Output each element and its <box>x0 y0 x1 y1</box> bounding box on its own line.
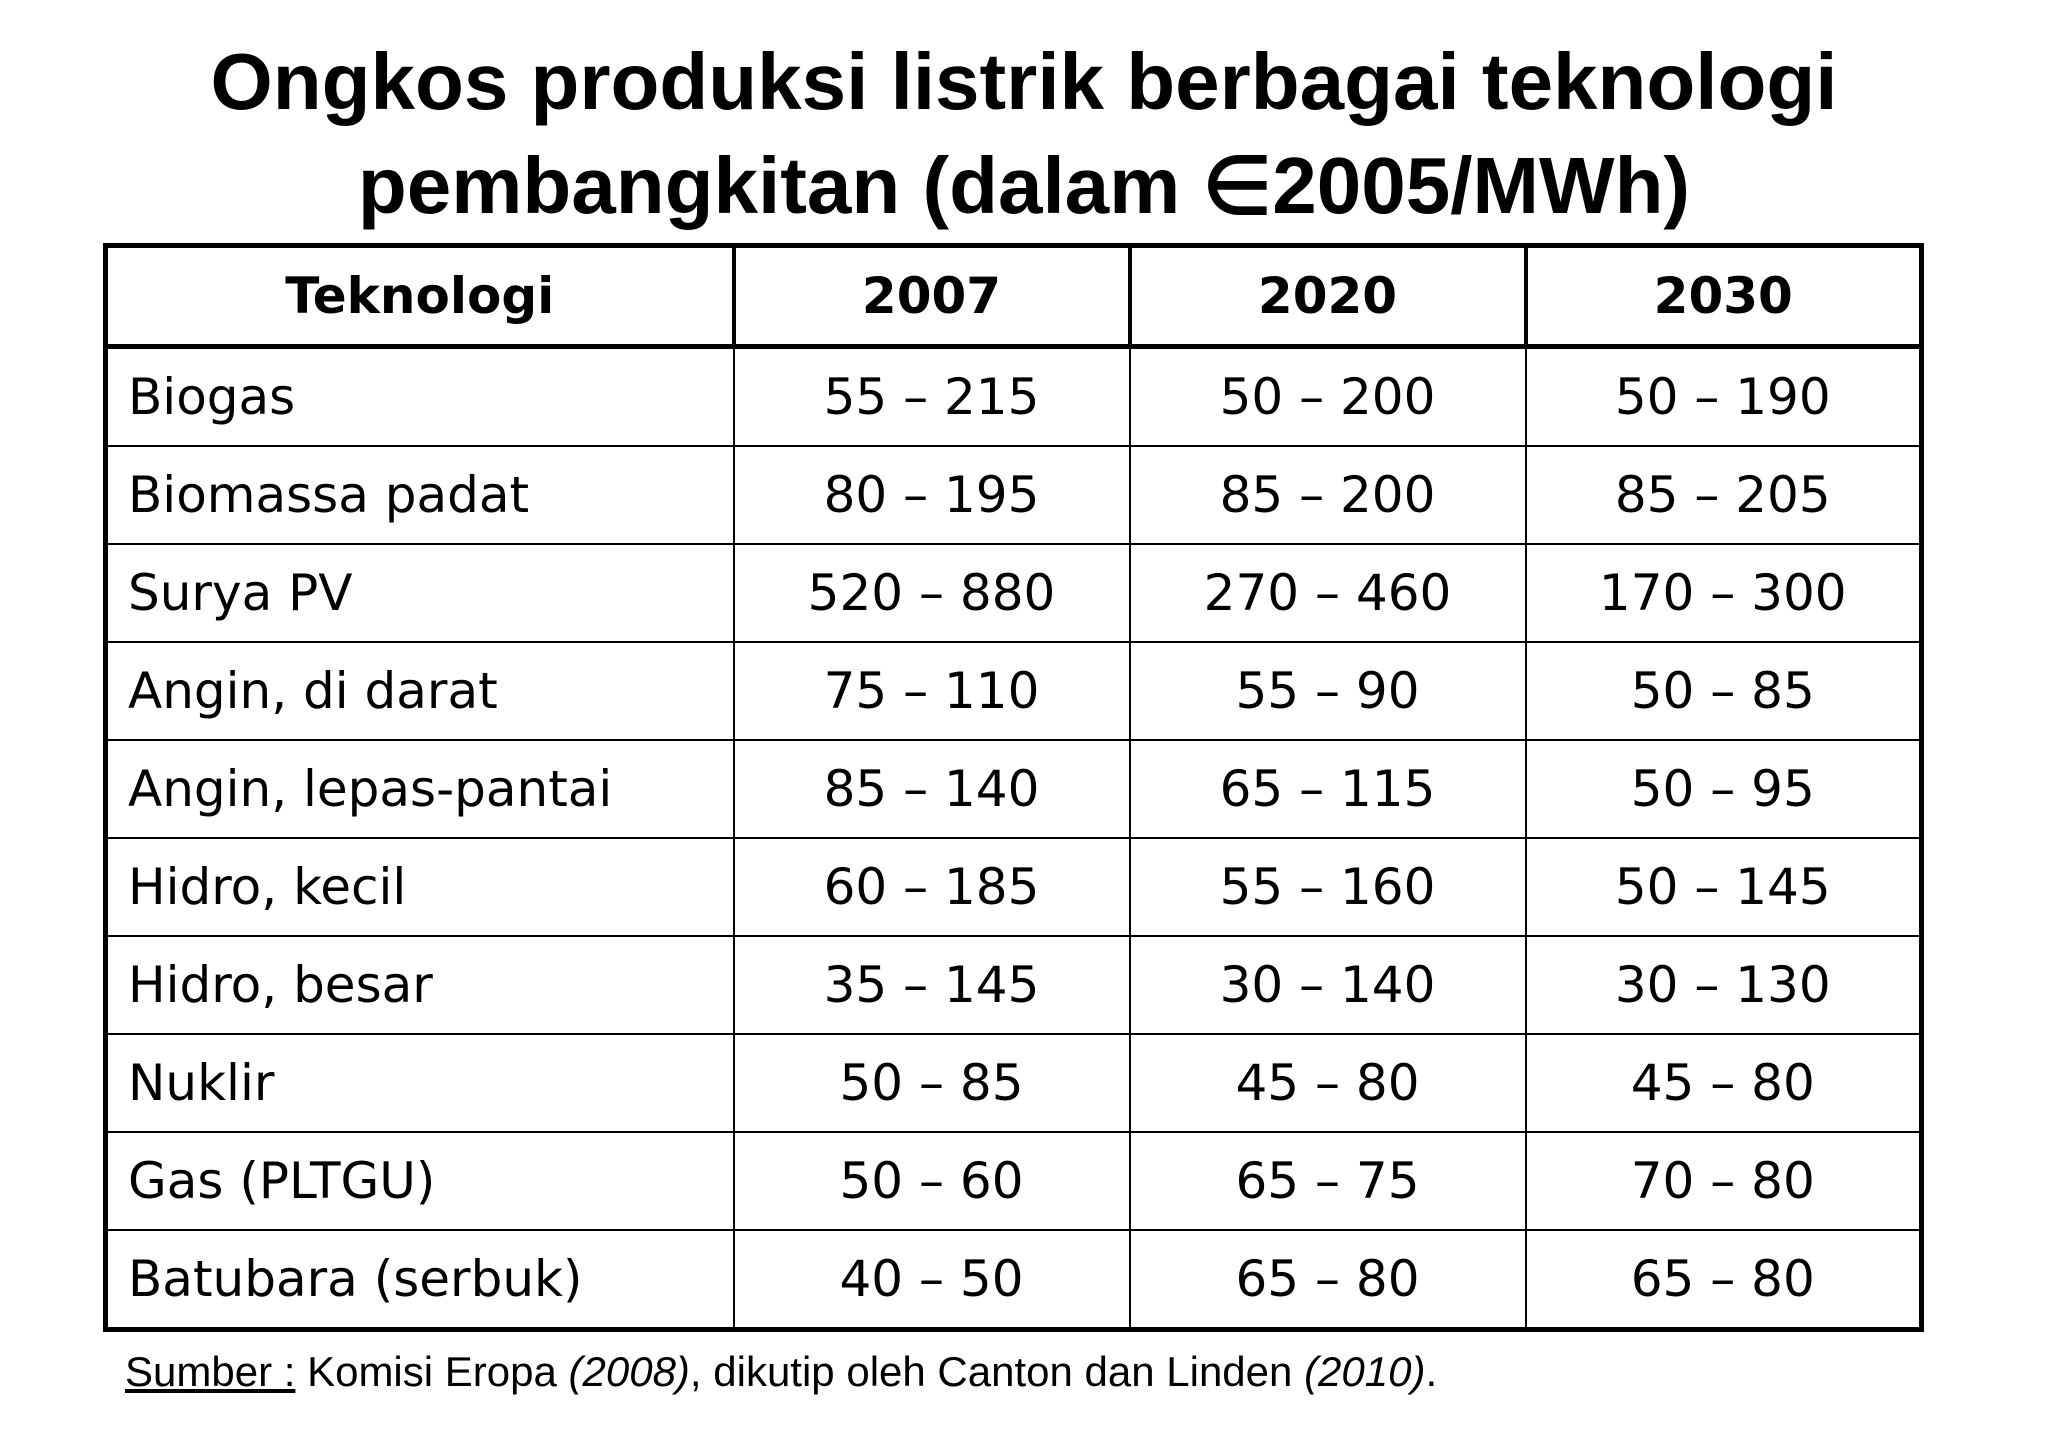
title-line-2: pembangkitan (dalam ∈2005/MWh) <box>357 141 1691 230</box>
cost-2020-cell: 50 – 200 <box>1128 345 1527 447</box>
technology-cell: Batubara (serbuk) <box>104 1229 735 1331</box>
cost-2007-cell: 50 – 60 <box>732 1131 1131 1231</box>
cost-2030-cell: 30 – 130 <box>1524 935 1923 1035</box>
table-row: Angin, di darat 75 – 110 55 – 90 50 – 85 <box>104 641 1923 741</box>
cost-2020-cell: 270 – 460 <box>1128 543 1527 643</box>
cost-2020-cell: 65 – 80 <box>1128 1229 1527 1331</box>
cost-2020-cell: 65 – 75 <box>1128 1131 1527 1231</box>
source-text-2: , dikutip oleh Canton dan Linden <box>689 1348 1305 1395</box>
table-row: Batubara (serbuk) 40 – 50 65 – 80 65 – 8… <box>104 1229 1923 1331</box>
cost-2007-cell: 35 – 145 <box>732 935 1131 1035</box>
source-year-1: (2008) <box>568 1348 690 1395</box>
cost-2007-cell: 60 – 185 <box>732 837 1131 937</box>
technology-cell: Nuklir <box>104 1033 735 1133</box>
cost-2030-cell: 170 – 300 <box>1524 543 1923 643</box>
table-row: Biomassa padat 80 – 195 85 – 200 85 – 20… <box>104 445 1923 545</box>
table-row: Biogas 55 – 215 50 – 200 50 – 190 <box>104 345 1923 447</box>
header-teknologi: Teknologi <box>105 244 735 349</box>
slide-title: Ongkos produksi listrik berbagai teknolo… <box>0 30 2048 238</box>
table-row: Angin, lepas-pantai 85 – 140 65 – 115 50… <box>104 739 1923 839</box>
table-row: Hidro, besar 35 – 145 30 – 140 30 – 130 <box>104 935 1923 1035</box>
source-label: Sumber : <box>125 1348 296 1395</box>
cost-2007-cell: 40 – 50 <box>732 1229 1131 1331</box>
cost-2020-cell: 65 – 115 <box>1128 739 1527 839</box>
cost-2030-cell: 45 – 80 <box>1524 1033 1923 1133</box>
title-line-1: Ongkos produksi listrik berbagai teknolo… <box>210 37 1838 126</box>
header-row: Teknologi 2007 2020 2030 <box>105 244 1923 349</box>
cost-2007-cell: 520 – 880 <box>732 543 1131 643</box>
cost-2007-cell: 85 – 140 <box>732 739 1131 839</box>
cost-2020-cell: 85 – 200 <box>1128 445 1527 545</box>
cost-2030-cell: 50 – 95 <box>1524 739 1923 839</box>
technology-cell: Angin, di darat <box>104 641 735 741</box>
cost-2007-cell: 75 – 110 <box>732 641 1131 741</box>
header-2030: 2030 <box>1523 244 1923 349</box>
cost-2020-cell: 30 – 140 <box>1128 935 1527 1035</box>
cost-2030-cell: 50 – 85 <box>1524 641 1923 741</box>
table-row: Gas (PLTGU) 50 – 60 65 – 75 70 – 80 <box>104 1131 1923 1231</box>
cost-2030-cell: 50 – 190 <box>1524 345 1923 447</box>
cost-2030-cell: 85 – 205 <box>1524 445 1923 545</box>
cost-2020-cell: 45 – 80 <box>1128 1033 1527 1133</box>
header-2007: 2007 <box>731 244 1131 349</box>
cost-table: Teknologi 2007 2020 2030 Biogas 55 – 215… <box>103 243 1924 1332</box>
table-row: Surya PV 520 – 880 270 – 460 170 – 300 <box>104 543 1923 643</box>
cost-2007-cell: 80 – 195 <box>732 445 1131 545</box>
technology-cell: Hidro, kecil <box>104 837 735 937</box>
source-text-1: Komisi Eropa <box>295 1348 569 1395</box>
source-end: . <box>1425 1348 1438 1395</box>
cost-2020-cell: 55 – 90 <box>1128 641 1527 741</box>
source-note: Sumber : Komisi Eropa (2008), dikutip ol… <box>125 1344 1437 1400</box>
table-header: Teknologi 2007 2020 2030 <box>105 244 1923 349</box>
technology-cell: Angin, lepas-pantai <box>104 739 735 839</box>
table-row: Hidro, kecil 60 – 185 55 – 160 50 – 145 <box>104 837 1923 937</box>
technology-cell: Biogas <box>104 345 735 447</box>
source-year-2: (2010) <box>1304 1348 1426 1395</box>
cost-2020-cell: 55 – 160 <box>1128 837 1527 937</box>
technology-cell: Gas (PLTGU) <box>104 1131 735 1231</box>
cost-2030-cell: 70 – 80 <box>1524 1131 1923 1231</box>
table-row: Nuklir 50 – 85 45 – 80 45 – 80 <box>104 1033 1923 1133</box>
technology-cell: Surya PV <box>104 543 735 643</box>
cost-2030-cell: 50 – 145 <box>1524 837 1923 937</box>
cost-2030-cell: 65 – 80 <box>1524 1229 1923 1331</box>
header-2020: 2020 <box>1127 244 1527 349</box>
cost-2007-cell: 50 – 85 <box>732 1033 1131 1133</box>
technology-cell: Biomassa padat <box>104 445 735 545</box>
technology-cell: Hidro, besar <box>104 935 735 1035</box>
table-body: Biogas 55 – 215 50 – 200 50 – 190 Biomas… <box>104 345 1923 1331</box>
cost-2007-cell: 55 – 215 <box>732 345 1131 447</box>
